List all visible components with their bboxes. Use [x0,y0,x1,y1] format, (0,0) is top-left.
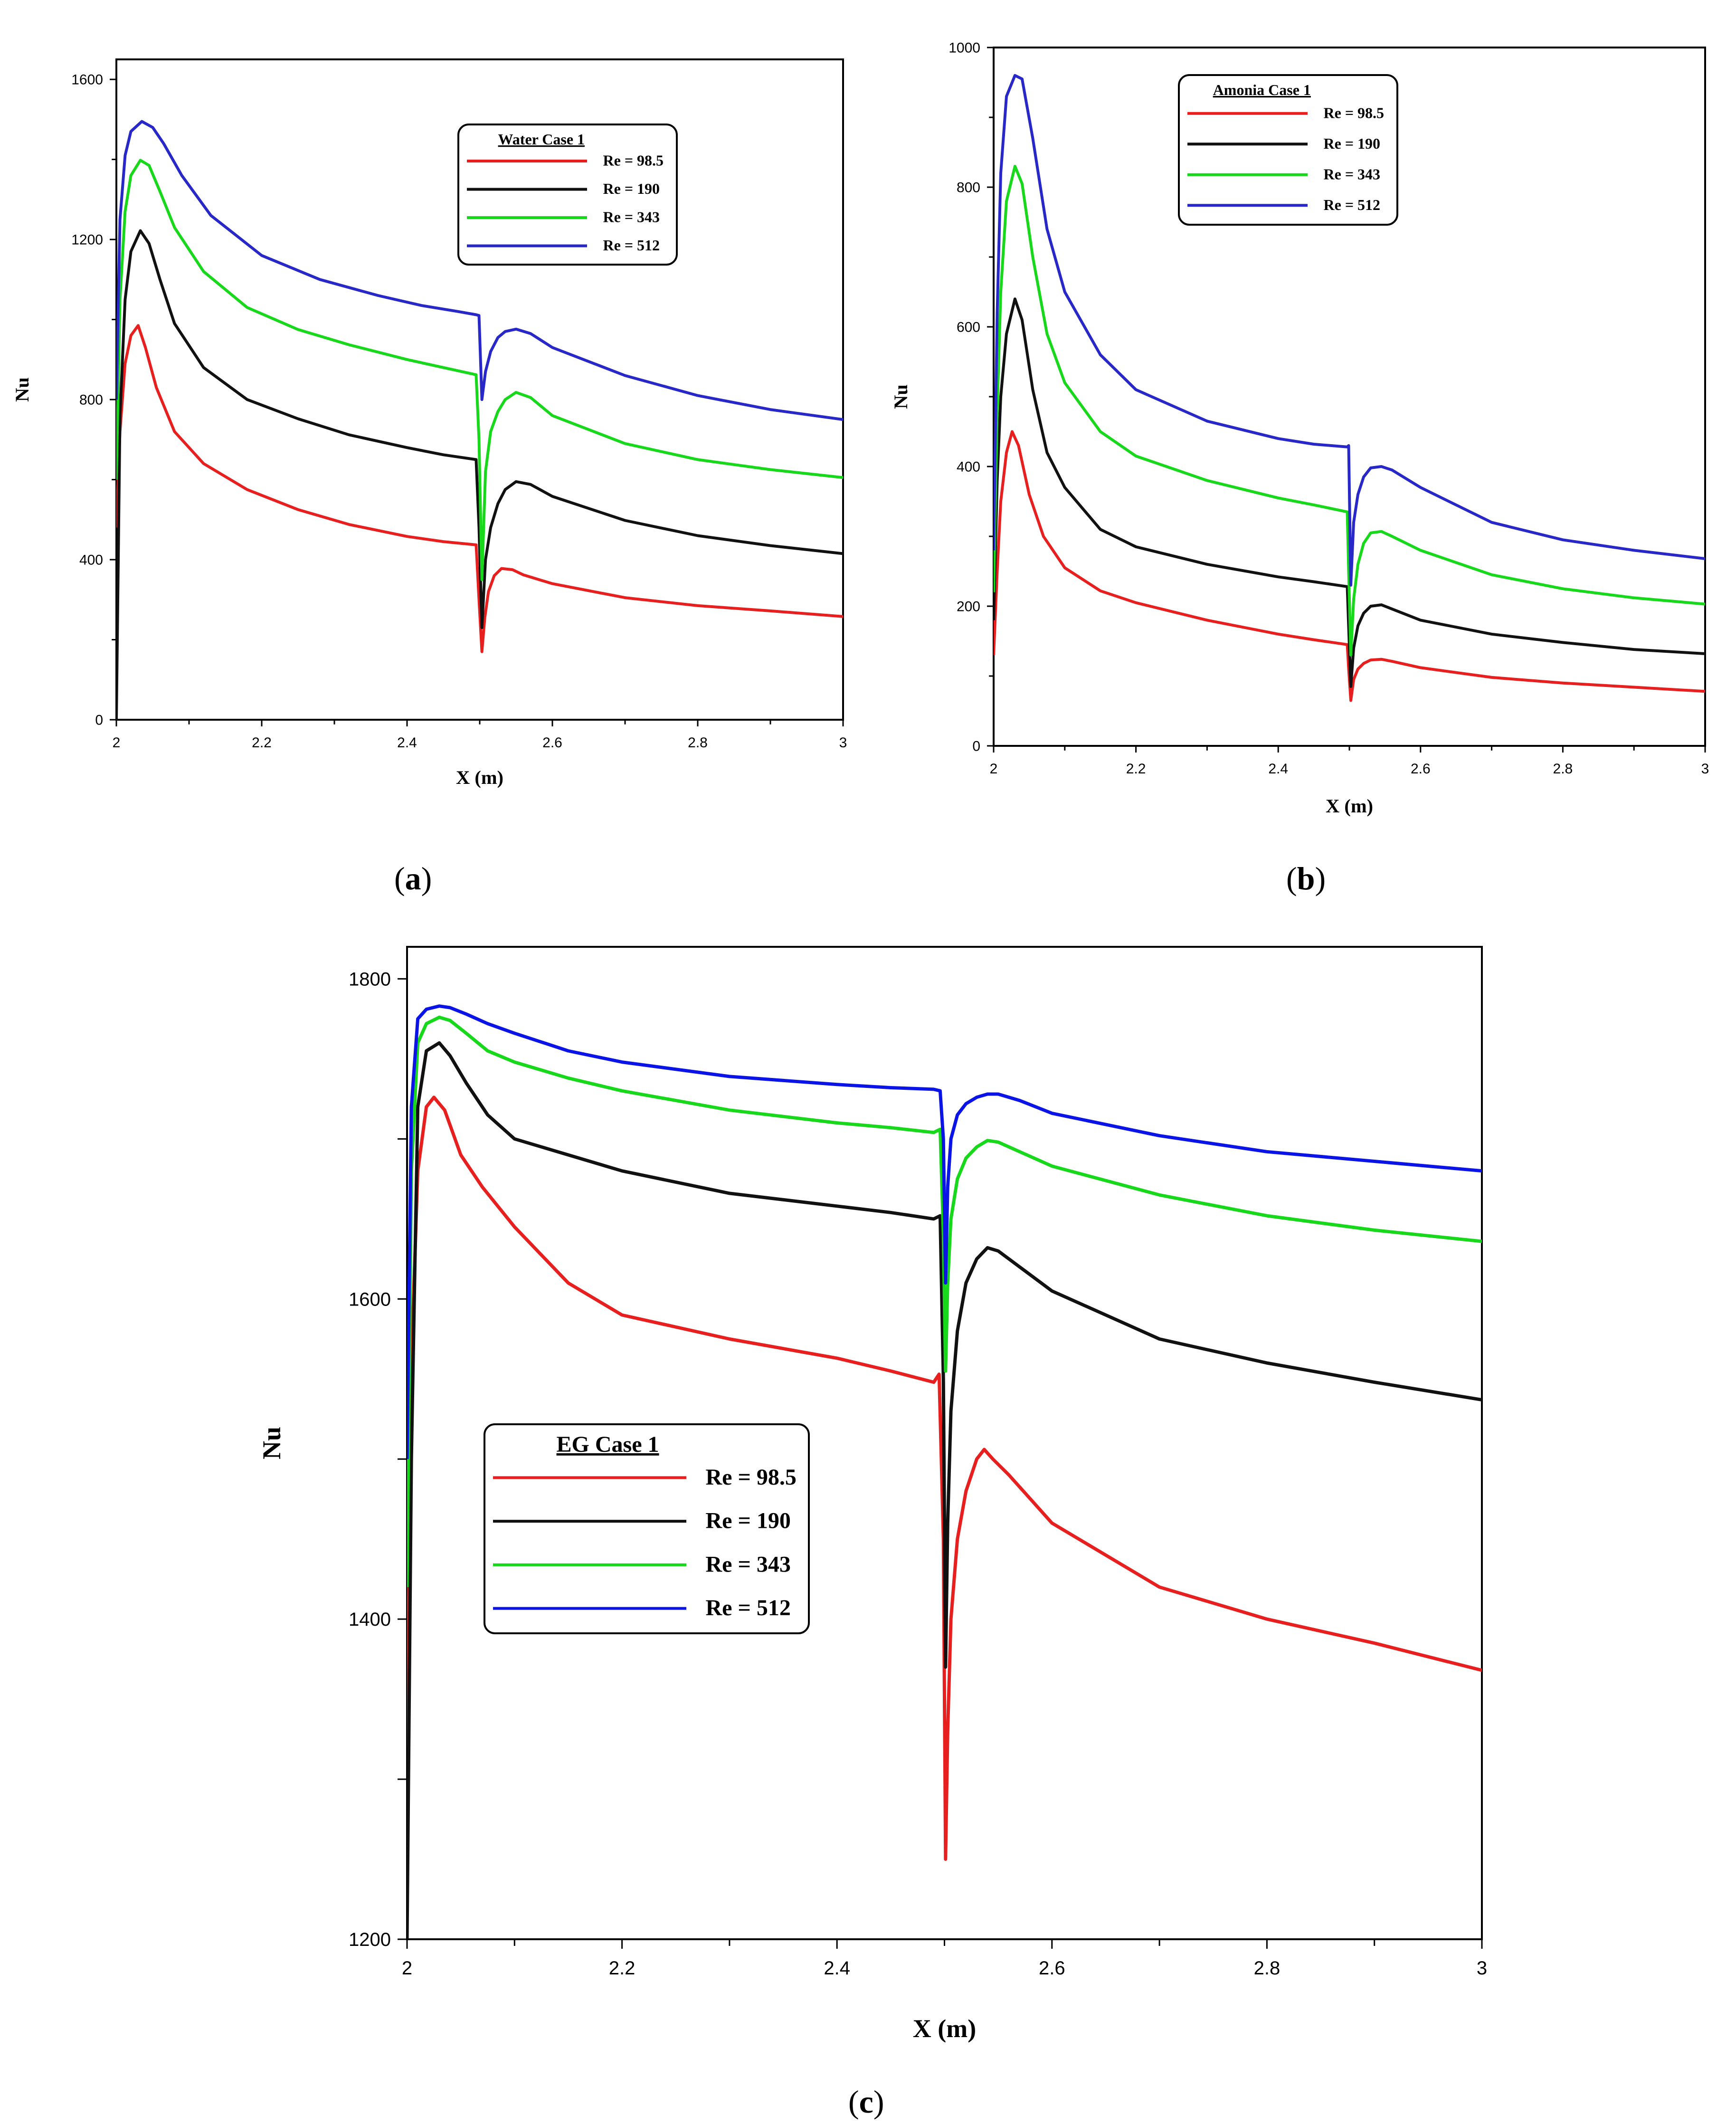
y-tick-label: 1800 [349,969,391,990]
series-line-green [407,1015,1482,1587]
x-tick-label: 2.4 [397,735,417,751]
legend-label: Re = 98.5 [1324,104,1385,121]
series-line-red [407,1096,1482,1861]
y-tick-label: 1000 [949,40,980,56]
legend-label: Re = 512 [706,1595,791,1620]
x-tick-label: 2.4 [1268,761,1288,777]
series-line-red [994,430,1705,702]
y-tick-label: 800 [79,392,103,408]
x-tick-label: 2 [402,1958,412,1979]
y-tick-label: 400 [957,459,980,475]
y-tick-label: 0 [95,713,103,728]
x-tick-label: 3 [1701,761,1709,777]
legend-label: Re = 512 [1324,196,1381,213]
legend-label: Re = 190 [1324,135,1381,152]
x-tick-label: 2.2 [609,1958,636,1979]
y-tick-label: 1400 [349,1609,391,1630]
legend-title: Amonia Case 1 [1213,81,1311,98]
series-line-blue_c [407,1004,1482,1459]
legend-label: Re = 98.5 [706,1465,797,1490]
x-tick-label: 2.6 [1411,761,1431,777]
x-tick-label: 2.4 [824,1958,850,1979]
y-tick-label: 1600 [71,72,103,88]
x-tick-label: 2.6 [1039,1958,1065,1979]
caption-a: (a) [394,860,432,896]
caption-b: (b) [1286,860,1326,896]
x-axis-label: X (m) [456,767,503,788]
y-axis-label: Nu [11,377,33,402]
x-tick-label: 2 [990,761,998,777]
series-line-black [116,229,843,720]
x-tick-label: 2.8 [1254,1958,1281,1979]
y-tick-label: 600 [957,320,980,335]
x-tick-label: 3 [839,735,847,751]
legend-label: Re = 190 [603,180,660,197]
y-tick-label: 1600 [349,1289,391,1310]
legend-label: Re = 343 [706,1552,791,1577]
x-tick-label: 3 [1477,1958,1487,1979]
legend-label: Re = 190 [706,1508,791,1534]
series-line-black [994,297,1705,688]
y-tick-label: 800 [957,180,980,196]
x-tick-label: 2.8 [688,735,708,751]
series-line-blue [994,74,1705,587]
series-line-green [994,164,1705,657]
x-tick-label: 2.8 [1553,761,1573,777]
chart-a: 2 2.2 2.4 2.6 2.8 3 0 400 800 1200 1600 X (m) Nu Wate… [11,58,847,788]
legend-box [457,124,678,266]
series-line-black [407,1041,1482,1940]
x-axis-label: X (m) [913,2014,976,2043]
legend-label: Re = 98.5 [603,152,664,169]
chart-c: 2 2.2 2.4 2.6 2.8 3 1200 1400 1600 1800 X (m) Nu EG … [257,946,1487,2043]
series-line-blue [116,120,843,421]
y-tick-label: 1200 [349,1929,391,1950]
series-line-red [116,324,843,653]
y-axis-label: Nu [890,384,911,409]
x-tick-label: 2.2 [1126,761,1146,777]
y-tick-label: 1200 [71,232,103,248]
legend-label: Re = 512 [603,237,660,254]
x-axis-label: X (m) [1326,795,1373,817]
x-tick-label: 2.2 [252,735,272,751]
legend-title: Water Case 1 [498,131,585,148]
chart-b: 2 2.2 2.4 2.6 2.8 3 0 200 400 600 800 1000 X (m) Nu Am… [890,40,1709,817]
legend-title: EG Case 1 [557,1432,659,1457]
legend-label: Re = 343 [603,209,660,226]
y-tick-label: 0 [972,739,980,754]
caption-c: (c) [848,2084,884,2120]
y-tick-label: 200 [957,599,980,615]
y-tick-label: 400 [79,553,103,568]
legend-label: Re = 343 [1324,165,1381,182]
series-line-green [116,159,843,581]
y-axis-label: Nu [257,1427,286,1459]
x-tick-label: 2.6 [542,735,562,751]
x-tick-label: 2 [113,735,121,751]
